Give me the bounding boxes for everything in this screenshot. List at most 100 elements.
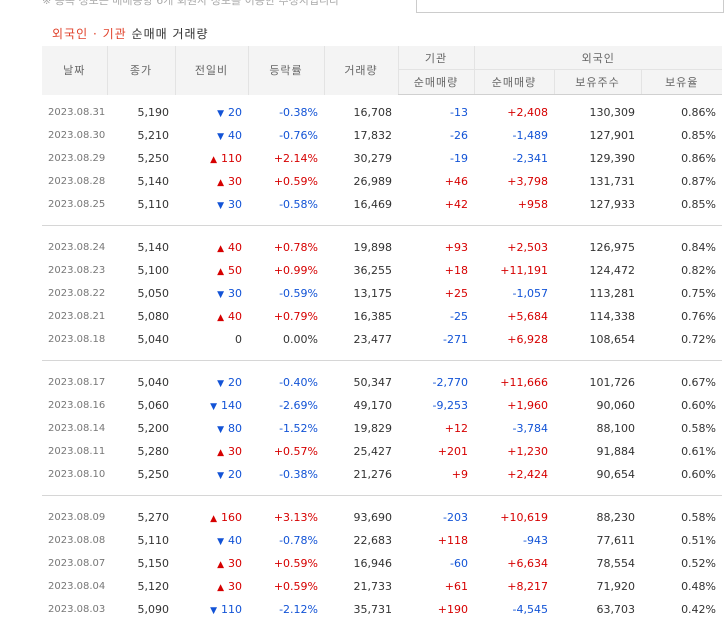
info-note: ※ 종목 정보는 매매동향 6개 회원사 정보를 이용한 추정치입니다 bbox=[42, 0, 339, 8]
col-foreign-hold: 보유주수 bbox=[554, 70, 641, 95]
row-foreign-ratio: 0.85% bbox=[641, 193, 722, 216]
row-foreign-net: -943 bbox=[474, 529, 554, 552]
row-foreign-ratio: 0.42% bbox=[641, 598, 722, 621]
row-close: 5,250 bbox=[107, 463, 175, 486]
row-foreign-net: +1,230 bbox=[474, 440, 554, 463]
row-foreign-ratio: 0.58% bbox=[641, 506, 722, 529]
row-change: ▲30 bbox=[175, 575, 248, 598]
caption-foreign: 외국인 bbox=[52, 27, 88, 41]
group-gap bbox=[42, 496, 722, 507]
row-date: 2023.08.30 bbox=[42, 124, 107, 147]
row-volume: 50,347 bbox=[324, 371, 398, 394]
row-rate: -0.38% bbox=[248, 101, 324, 124]
row-foreign-ratio: 0.85% bbox=[641, 124, 722, 147]
row-inst-net: -60 bbox=[398, 552, 474, 575]
row-inst-net: +42 bbox=[398, 193, 474, 216]
row-change-value: 40 bbox=[228, 534, 242, 547]
row-change-value: 30 bbox=[228, 580, 242, 593]
row-date: 2023.08.31 bbox=[42, 101, 107, 124]
col-close: 종가 bbox=[107, 46, 175, 95]
row-change-value: 140 bbox=[221, 399, 242, 412]
group-separator bbox=[42, 351, 722, 361]
row-foreign-net: +2,424 bbox=[474, 463, 554, 486]
row-foreign-hold: 77,611 bbox=[554, 529, 641, 552]
row-rate: -0.59% bbox=[248, 282, 324, 305]
arrow-down-icon: ▼ bbox=[217, 290, 224, 300]
arrow-up-icon: ▲ bbox=[217, 313, 224, 323]
row-date: 2023.08.03 bbox=[42, 598, 107, 621]
row-foreign-hold: 124,472 bbox=[554, 259, 641, 282]
arrow-up-icon: ▲ bbox=[217, 560, 224, 570]
row-inst-net: -19 bbox=[398, 147, 474, 170]
search-box[interactable] bbox=[416, 0, 724, 13]
row-foreign-hold: 88,230 bbox=[554, 506, 641, 529]
row-foreign-net: +6,928 bbox=[474, 328, 554, 351]
row-change-value: 30 bbox=[228, 198, 242, 211]
row-inst-net: -26 bbox=[398, 124, 474, 147]
row-volume: 49,170 bbox=[324, 394, 398, 417]
row-change-value: 30 bbox=[228, 557, 242, 570]
row-foreign-hold: 91,884 bbox=[554, 440, 641, 463]
arrow-up-icon: ▲ bbox=[210, 514, 217, 524]
group-gap bbox=[42, 361, 722, 372]
row-foreign-net: -1,057 bbox=[474, 282, 554, 305]
row-change-value: 30 bbox=[228, 175, 242, 188]
row-inst-net: -203 bbox=[398, 506, 474, 529]
row-foreign-ratio: 0.82% bbox=[641, 259, 722, 282]
row-inst-net: +12 bbox=[398, 417, 474, 440]
row-close: 5,190 bbox=[107, 101, 175, 124]
row-foreign-net: +958 bbox=[474, 193, 554, 216]
row-change-value: 30 bbox=[228, 287, 242, 300]
row-date: 2023.08.29 bbox=[42, 147, 107, 170]
row-rate: +3.13% bbox=[248, 506, 324, 529]
row-change-value: 0 bbox=[235, 333, 242, 346]
row-foreign-hold: 127,901 bbox=[554, 124, 641, 147]
row-foreign-hold: 130,309 bbox=[554, 101, 641, 124]
row-foreign-ratio: 0.72% bbox=[641, 328, 722, 351]
row-change: ▼110 bbox=[175, 598, 248, 621]
row-close: 5,110 bbox=[107, 529, 175, 552]
row-foreign-ratio: 0.60% bbox=[641, 394, 722, 417]
row-date: 2023.08.21 bbox=[42, 305, 107, 328]
row-volume: 19,898 bbox=[324, 236, 398, 259]
col-group-foreign: 외국인 bbox=[474, 46, 722, 70]
row-foreign-net: +11,191 bbox=[474, 259, 554, 282]
row-rate: 0.00% bbox=[248, 328, 324, 351]
row-rate: -1.52% bbox=[248, 417, 324, 440]
row-foreign-hold: 88,100 bbox=[554, 417, 641, 440]
row-inst-net: +25 bbox=[398, 282, 474, 305]
row-rate: -0.76% bbox=[248, 124, 324, 147]
row-rate: -0.78% bbox=[248, 529, 324, 552]
row-inst-net: -2,770 bbox=[398, 371, 474, 394]
row-rate: +0.59% bbox=[248, 575, 324, 598]
row-date: 2023.08.08 bbox=[42, 529, 107, 552]
row-change-value: 110 bbox=[221, 603, 242, 616]
row-foreign-net: -2,341 bbox=[474, 147, 554, 170]
arrow-down-icon: ▼ bbox=[217, 425, 224, 435]
row-rate: -2.12% bbox=[248, 598, 324, 621]
row-foreign-hold: 90,060 bbox=[554, 394, 641, 417]
group-separator bbox=[42, 486, 722, 496]
row-foreign-hold: 78,554 bbox=[554, 552, 641, 575]
row-change: ▼20 bbox=[175, 101, 248, 124]
row-close: 5,080 bbox=[107, 305, 175, 328]
row-foreign-ratio: 0.60% bbox=[641, 463, 722, 486]
row-change-value: 160 bbox=[221, 511, 242, 524]
row-change-value: 40 bbox=[228, 310, 242, 323]
row-volume: 16,708 bbox=[324, 101, 398, 124]
row-foreign-hold: 113,281 bbox=[554, 282, 641, 305]
row-date: 2023.08.18 bbox=[42, 328, 107, 351]
row-foreign-net: +2,408 bbox=[474, 101, 554, 124]
row-change: ▼140 bbox=[175, 394, 248, 417]
row-foreign-ratio: 0.87% bbox=[641, 170, 722, 193]
row-foreign-hold: 63,703 bbox=[554, 598, 641, 621]
row-close: 5,150 bbox=[107, 552, 175, 575]
